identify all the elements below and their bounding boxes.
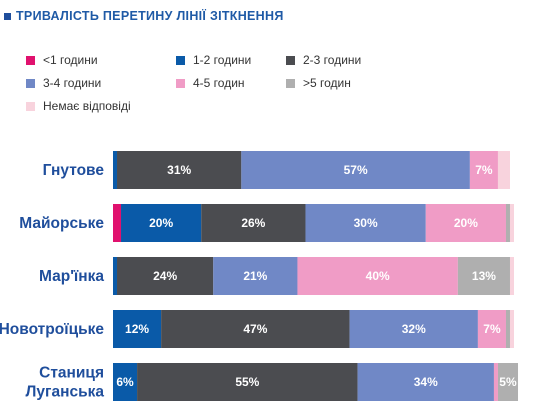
legend-label: 2-3 години [303,53,362,67]
bar-segment [113,310,162,348]
legend-item: 1-2 години [176,53,251,67]
legend-swatch [26,78,35,88]
bar-segment [113,257,118,295]
bar-value-label: 7% [475,163,493,177]
bar-value-label: 34% [414,375,438,389]
category-label: Станиця [39,365,104,382]
category-label: Луганська [26,384,105,401]
bar-segment [201,204,306,242]
legend-item: 2-3 години [286,53,361,67]
bar-segment [509,257,514,295]
bar-segment [497,151,510,189]
bar-segment [213,257,298,295]
legend-item: 4-5 годин [176,76,245,90]
bar-segment [425,204,506,242]
bar-segment [477,310,506,348]
legend-item: <1 години [26,53,98,67]
legend-label: <1 години [43,53,98,67]
bar-segment [297,257,458,295]
bar-value-label: 13% [472,269,496,283]
bar-segment [469,151,498,189]
bar-segment [161,310,350,348]
category-label: Гнутове [43,162,105,179]
legend-item: >5 годин [286,76,351,90]
bar-value-label: 47% [243,322,267,336]
bar-value-label: 31% [167,163,191,177]
bar-value-label: 32% [402,322,426,336]
category-label: Мар'їнка [39,268,104,285]
bar-segment [137,363,358,401]
bar-value-label: 12% [125,322,149,336]
chart-title-row: ТРИВАЛІСТЬ ПЕРЕТИНУ ЛІНІЇ ЗІТКНЕННЯ [4,9,284,23]
legend: <1 години 1-2 години 2-3 години 3-4 години 4… [26,53,426,113]
bar-value-label: 20% [454,216,478,230]
bar-value-label: 40% [366,269,390,283]
bar-segment [497,363,519,401]
bar-segment [117,257,214,295]
bar-segment [113,151,118,189]
bar-segment [457,257,510,295]
title-marker-square [4,12,11,20]
legend-label: 4-5 годин [193,76,245,90]
bar-segment [493,363,498,401]
bar-segment [121,204,202,242]
bar-value-label: 20% [149,216,173,230]
bar-segment [509,204,514,242]
legend-swatch [286,78,295,88]
bar-value-label: 5% [499,375,517,389]
chart-title: ТРИВАЛІСТЬ ПЕРЕТИНУ ЛІНІЇ ЗІТКНЕННЯ [16,9,284,23]
legend-label: Немає відповіді [43,99,131,113]
category-label: Новотроїцьке [0,321,104,338]
bar-segment [241,151,470,189]
legend-item: 3-4 години [26,76,101,90]
bar-value-label: 7% [483,322,501,336]
bar-value-label: 26% [241,216,265,230]
legend-swatch [26,101,35,111]
bar-segment [113,363,138,401]
bar-value-label: 21% [243,269,267,283]
bar-value-label: 30% [354,216,378,230]
bar-segment [505,204,510,242]
legend-swatch [176,55,185,65]
bar-segment [349,310,478,348]
legend-swatch [286,55,295,65]
legend-label: 3-4 години [43,76,102,90]
legend-item: Немає відповіді [26,99,131,113]
legend-label: >5 годин [303,76,351,90]
bar-segment [117,151,242,189]
legend-swatch [26,55,35,65]
bar-value-label: 57% [344,163,368,177]
bar-segment [357,363,494,401]
bar-segment [505,310,510,348]
legend-swatch [176,78,185,88]
legend-label: 1-2 години [193,53,252,67]
category-label: Майорське [19,215,104,232]
bar-segment [113,204,122,242]
bar-segment [509,310,514,348]
bar-segment [305,204,426,242]
bar-value-label: 55% [235,375,259,389]
bar-value-label: 6% [116,375,134,389]
bar-value-label: 24% [153,269,177,283]
